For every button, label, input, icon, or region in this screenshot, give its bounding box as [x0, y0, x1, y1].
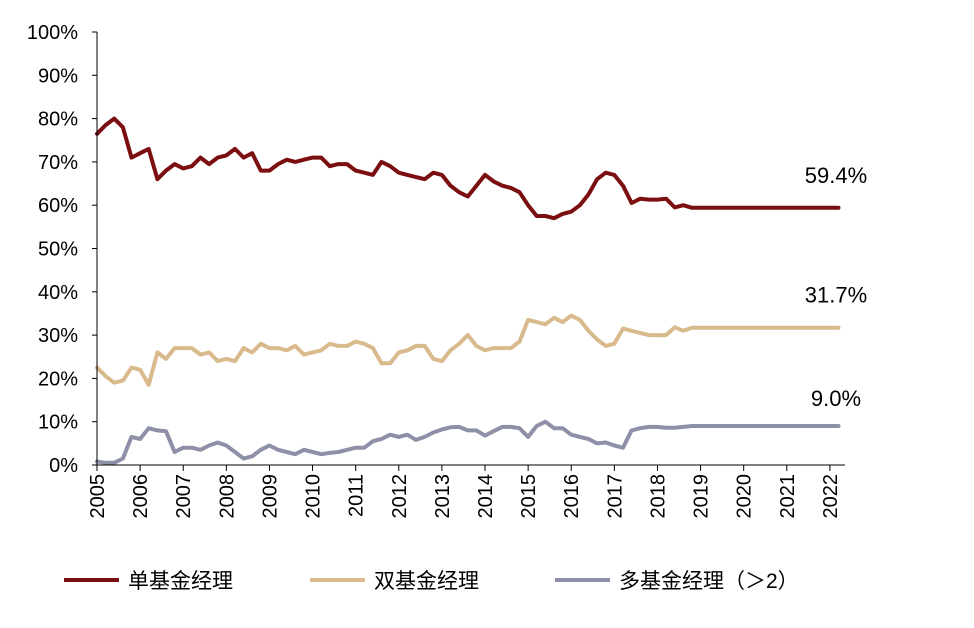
- end-value-label-2: 9.0%: [811, 386, 861, 411]
- x-tick-label: 2013: [432, 474, 454, 519]
- x-tick-label: 2015: [518, 474, 540, 519]
- series-line-0: [95, 116, 841, 221]
- x-tick-label: 2020: [734, 474, 756, 519]
- end-value-label-0: 59.4%: [805, 163, 867, 188]
- x-tick-label: 2014: [475, 474, 497, 519]
- y-tick-label: 100%: [27, 22, 78, 44]
- x-tick-label: 2021: [777, 474, 799, 519]
- x-tick-label: 2012: [389, 474, 411, 519]
- y-tick-label: 70%: [38, 152, 78, 174]
- y-tick-label: 50%: [38, 239, 78, 261]
- x-tick-label: 2005: [87, 474, 109, 519]
- x-tick-label: 2010: [303, 474, 325, 519]
- series-line-2: [95, 419, 841, 465]
- legend-label-1: 双基金经理: [374, 570, 479, 593]
- y-axis-ticks: 0% 10% 20% 30% 40% 50% 60% 70% 80% 90% 100%: [27, 22, 97, 477]
- y-tick-label: 0%: [49, 455, 78, 477]
- x-tick-label: 2019: [691, 474, 713, 519]
- legend: 单基金经理 双基金经理 多基金经理（＞2）: [64, 570, 799, 593]
- x-tick-label: 2022: [820, 474, 842, 519]
- end-value-label-1: 31.7%: [805, 283, 867, 308]
- legend-label-0: 单基金经理: [128, 570, 233, 593]
- x-tick-label: 2007: [173, 474, 195, 519]
- y-tick-label: 90%: [38, 65, 78, 87]
- y-tick-label: 60%: [38, 195, 78, 217]
- x-tick-label: 2017: [604, 474, 626, 519]
- y-tick-label: 40%: [38, 282, 78, 304]
- x-tick-label: 2018: [647, 474, 669, 519]
- x-tick-label: 2006: [130, 474, 152, 519]
- x-tick-label: 2008: [216, 474, 238, 519]
- x-tick-label: 2016: [561, 474, 583, 519]
- x-axis-ticks: 2005 2006 2007 2008 2009 2010 2011 2012 2013 2014…: [87, 465, 842, 519]
- y-tick-label: 10%: [38, 412, 78, 434]
- legend-label-2: 多基金经理（＞2）: [619, 570, 799, 593]
- y-tick-label: 80%: [38, 109, 78, 131]
- x-tick-label: 2011: [346, 474, 368, 517]
- series-lines: [95, 116, 841, 465]
- end-labels: 59.4% 31.7% 9.0%: [805, 163, 867, 411]
- y-tick-label: 30%: [38, 325, 78, 347]
- x-tick-label: 2009: [259, 474, 281, 519]
- series-line-1: [95, 313, 841, 387]
- y-tick-label: 20%: [38, 368, 78, 390]
